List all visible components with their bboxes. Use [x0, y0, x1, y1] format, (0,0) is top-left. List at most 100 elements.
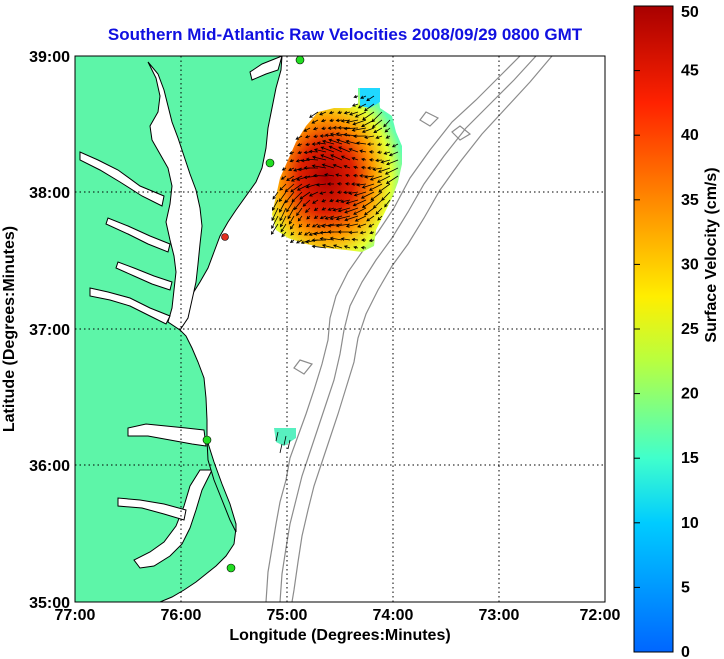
velocity-arrow [360, 157, 367, 162]
velocity-arrow [335, 173, 343, 177]
velocity-arrow [328, 138, 343, 145]
velocity-arrow [344, 215, 359, 222]
velocity-arrow [351, 237, 359, 242]
velocity-arrow [361, 183, 375, 189]
velocity-arrow [288, 215, 295, 225]
velocity-arrow [297, 150, 303, 155]
velocity-arrow [348, 230, 359, 235]
velocity-arrow [377, 215, 383, 221]
velocity-arrow [376, 142, 383, 147]
velocity-arrow [321, 244, 335, 249]
velocity-arrow [297, 143, 303, 147]
velocity-arrow [295, 135, 303, 140]
velocity-arrow [311, 119, 319, 124]
velocity-arrow [321, 199, 327, 203]
velocity-arrow [372, 167, 383, 171]
velocity-arrow [305, 183, 319, 189]
velocity-arrow [340, 237, 351, 241]
velocity-arrow [324, 173, 335, 177]
velocity-arrow [376, 175, 391, 183]
velocity-arrow [376, 150, 383, 154]
velocity-arrow [345, 223, 359, 228]
velocity-arrow [353, 245, 359, 250]
velocity-arrow [364, 103, 375, 112]
velocity-arrow [361, 127, 375, 133]
x-tick-label: 76:00 [161, 607, 202, 624]
velocity-arrow [286, 175, 295, 182]
velocity-arrow [337, 230, 350, 234]
velocity-arrow [326, 182, 334, 186]
velocity-arrow [332, 244, 343, 249]
velocity-arrow [357, 103, 367, 109]
velocity-arrow [311, 164, 327, 169]
colorbar-tick-label: 40 [681, 127, 699, 144]
pamlico-sound [133, 469, 213, 569]
velocity-arrow [378, 183, 391, 193]
velocity-arrow [359, 174, 367, 178]
velocity-arrow [313, 148, 327, 153]
velocity-arrow [281, 167, 287, 171]
colorbar-tick-label: 20 [681, 386, 699, 403]
velocity-arrow [345, 139, 359, 145]
velocity-arrow [313, 207, 319, 211]
velocity-arrow [329, 132, 343, 137]
velocity-color-field-north [360, 88, 380, 108]
colorbar-tick-label: 5 [681, 579, 690, 596]
x-tick-label: 77:00 [55, 607, 96, 624]
velocity-arrow [327, 223, 343, 228]
velocity-arrow [367, 166, 374, 170]
velocity-arrow [353, 191, 367, 197]
x-tick-label: 72:00 [580, 607, 621, 624]
y-tick-label: 39:00 [29, 49, 70, 66]
velocity-arrow [348, 191, 359, 195]
y-tick-label: 37:00 [29, 322, 70, 339]
velocity-arrow [303, 150, 311, 155]
velocity-arrow [335, 132, 351, 137]
velocity-arrow [344, 173, 351, 178]
velocity-arrow [343, 190, 351, 195]
velocity-arrow [375, 207, 383, 215]
station-marker-inactive [221, 233, 229, 241]
station-marker [295, 56, 305, 65]
velocity-arrow [321, 223, 335, 228]
velocity-arrow [289, 223, 295, 230]
velocity-arrow [311, 244, 327, 249]
velocity-arrow [360, 246, 367, 250]
velocity-arrow [311, 155, 327, 161]
velocity-arrow [298, 223, 303, 228]
velocity-arrow [337, 207, 351, 213]
velocity-arrow [309, 111, 319, 118]
velocity-arrow [303, 231, 311, 236]
velocity-arrow [324, 215, 335, 220]
velocity-arrow [368, 183, 383, 191]
velocity-arrow [368, 238, 375, 243]
velocity-arrow [343, 165, 351, 169]
x-tick-label: 74:00 [373, 607, 414, 624]
velocity-arrow [384, 127, 391, 133]
velocity-arrow [366, 142, 375, 146]
velocity-arrow [280, 215, 287, 228]
velocity-arrow [343, 245, 351, 249]
velocity-arrow [353, 207, 367, 215]
velocity-arrow [313, 173, 327, 178]
albemarle-sound [127, 423, 207, 447]
velocity-arrow [363, 207, 375, 216]
velocity-arrow [360, 95, 367, 99]
velocity-arrow [336, 182, 343, 186]
velocity-arrow [344, 182, 351, 186]
velocity-arrow [351, 103, 359, 107]
velocity-arrow [388, 151, 399, 157]
velocity-arrow [311, 142, 319, 146]
velocity-arrow [353, 94, 359, 99]
y-tick-label: 35:00 [29, 595, 70, 612]
velocity-arrow [357, 223, 367, 228]
velocity-arrow [385, 142, 391, 147]
velocity-arrow [321, 126, 327, 131]
velocity-arrow [385, 175, 399, 184]
velocity-arrow [321, 139, 335, 145]
velocity-arrow [343, 111, 351, 115]
velocity-arrow [352, 119, 367, 126]
velocity-arrow [306, 223, 311, 228]
outer-banks [206, 439, 237, 533]
